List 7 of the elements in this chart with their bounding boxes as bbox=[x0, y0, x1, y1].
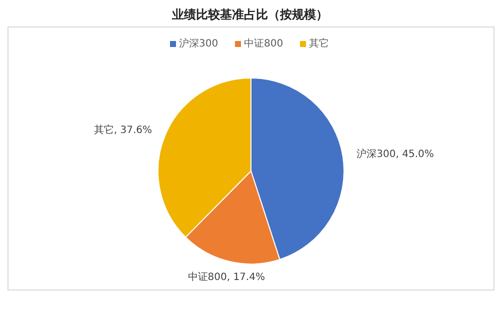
data-label: 中证800, 17.4% bbox=[188, 270, 265, 283]
data-label: 沪深300, 45.0% bbox=[356, 148, 434, 160]
legend-label: 中证800 bbox=[244, 38, 284, 50]
legend-label: 其它 bbox=[309, 38, 329, 50]
data-label: 其它, 37.6% bbox=[94, 124, 152, 136]
chart-title: 业绩比较基准占比（按规模） bbox=[171, 7, 328, 22]
legend-label: 沪深300 bbox=[179, 38, 218, 50]
